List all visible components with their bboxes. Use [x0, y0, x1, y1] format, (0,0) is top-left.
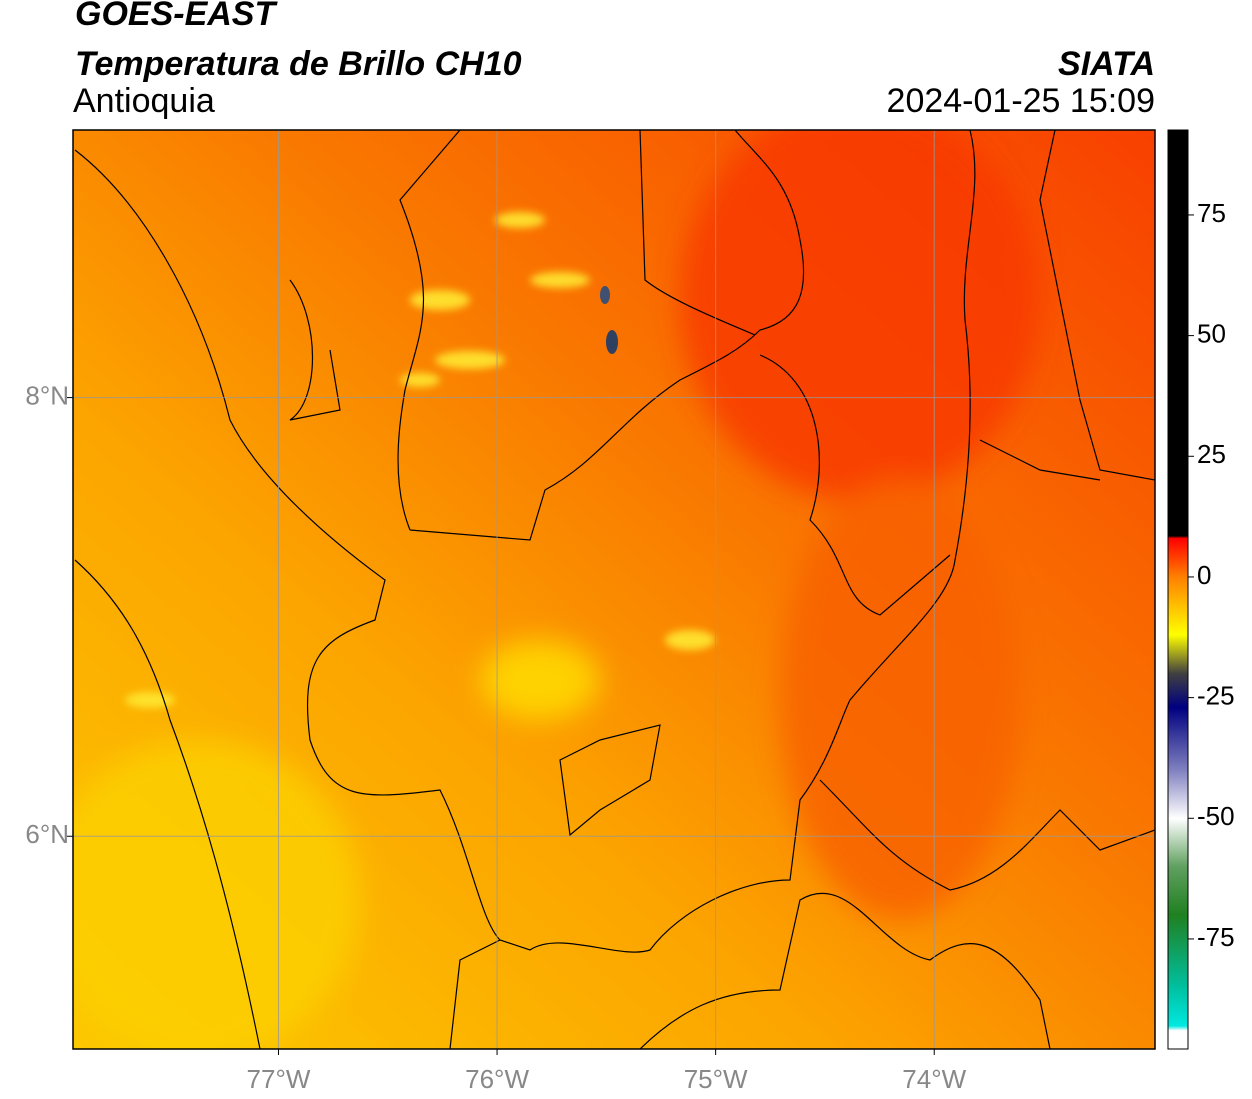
region: Antioquia [73, 82, 215, 120]
y-tick-label: 6°N [25, 819, 69, 849]
colorbar-tick-label: -25 [1197, 680, 1235, 710]
colorbar-tick-label: -50 [1197, 801, 1235, 831]
x-tick-label: 77°W [247, 1064, 311, 1094]
datetime: 2024-01-25 15:09 [887, 82, 1155, 120]
x-tick-label: 76°W [465, 1064, 529, 1094]
colorbar-tick-label: 0 [1197, 560, 1211, 590]
subtitle: Temperatura de Brillo CH10 [75, 45, 522, 83]
colorbar-tick-label: -75 [1197, 922, 1235, 952]
title: GOES-EAST [75, 0, 278, 33]
colorbar-tick-label: 25 [1197, 439, 1226, 469]
colorbar-tick-label: 75 [1197, 198, 1226, 228]
x-tick-label: 75°W [684, 1064, 748, 1094]
x-tick-label: 74°W [902, 1064, 966, 1094]
colorbar [1167, 129, 1189, 1050]
map-image [73, 130, 1155, 1049]
colorbar-tick-label: 50 [1197, 318, 1226, 348]
map-frame [72, 129, 1156, 1050]
y-tick-label: 8°N [25, 380, 69, 410]
source: SIATA [1058, 45, 1155, 83]
